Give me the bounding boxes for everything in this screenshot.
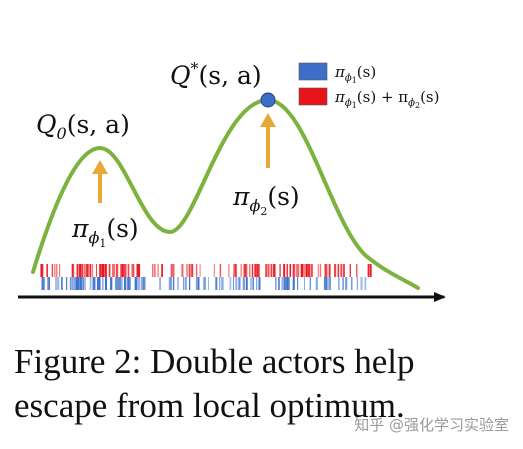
legend: πϕ1(s) πϕ1(s) + πϕ2(s) [298,62,439,110]
combined-actor-samples [40,264,372,277]
watermark: 知乎 @强化学习实验室 [354,416,509,434]
actor1-policy-label: πϕ1(s) [71,214,139,250]
local-q-label: Q0(s, a) [36,110,130,143]
legend-swatch-blue [298,62,328,81]
optimal-q-label: Q*(s, a) [170,59,262,90]
legend-label-double-actor: πϕ1(s) + πϕ2(s) [334,88,439,110]
single-actor-samples [41,277,367,290]
global-optimum-arrow [260,113,276,168]
caption-line-2: escape from local optimum. [14,386,405,425]
value-function-curve [31,97,420,290]
legend-label-single-actor: πϕ1(s) [334,63,376,85]
actor2-policy-label: πϕ2(s) [232,182,300,218]
legend-swatch-red [298,87,328,106]
global-optimum-point [260,92,276,108]
figure-caption: Figure 2: Double actors help escape from… [14,340,514,428]
caption-line-1: Figure 2: Double actors help [14,342,415,381]
local-optimum-arrow [92,160,108,203]
